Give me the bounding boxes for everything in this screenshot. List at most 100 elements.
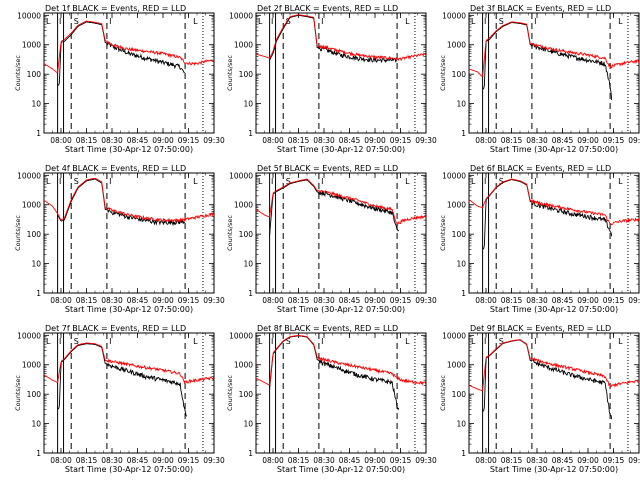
panel-2f: Det 2f BLACK = Events, RED = LLD 1 10 100 10… [226, 4, 437, 154]
band-letter: L [471, 337, 476, 346]
band-letter: L [405, 17, 410, 26]
band-letter: L [193, 17, 198, 26]
events-series-line [269, 335, 400, 411]
panel-5f: Det 5f BLACK = Events, RED = LLD 1 10 100 10… [226, 164, 437, 314]
y-tick-label: 10000 [229, 331, 253, 340]
x-tick-label: 08:15 [501, 136, 523, 145]
plot-frame [255, 172, 427, 294]
panel-title: Det 8f BLACK = Events, RED = LLD [257, 324, 398, 333]
x-tick-label: 09:30 [628, 456, 640, 465]
y-tick-label: 10000 [442, 331, 466, 340]
y-axis-label: Counts/sec [439, 215, 447, 251]
x-tick-label: 08:45 [339, 136, 361, 145]
plot-frame [43, 332, 215, 454]
x-axis-label: Start Time (30-Apr-12 07:50:00) [490, 145, 618, 154]
band-letter: S [74, 17, 79, 26]
x-tick-label: 08:00 [475, 136, 497, 145]
y-tick-label: 100 [27, 390, 42, 399]
y-axis-label: Counts/sec [14, 55, 22, 91]
y-axis-label: Counts/sec [226, 375, 234, 411]
band-letter: I [534, 337, 536, 346]
y-tick-label: 10 [31, 420, 41, 429]
y-tick-label: 10 [243, 100, 253, 109]
y-tick-label: 1000 [447, 361, 466, 370]
x-tick-label: 08:45 [339, 296, 361, 305]
band-letter: I [109, 17, 111, 26]
x-axis-label: Start Time (30-Apr-12 07:50:00) [277, 305, 405, 314]
events-series-line [482, 339, 613, 420]
y-tick-label: 10000 [229, 11, 253, 20]
x-tick-label: 08:45 [552, 296, 574, 305]
y-tick-label: 1 [36, 129, 41, 138]
lld-series-line [468, 178, 640, 226]
y-tick-label: 1 [36, 289, 41, 298]
panel-title: Det 7f BLACK = Events, RED = LLD [45, 324, 186, 333]
plot-frame [43, 12, 215, 134]
band-letter: L [618, 177, 623, 186]
x-tick-label: 09:00 [577, 136, 599, 145]
band-letter: L [46, 337, 51, 346]
x-tick-label: 09:30 [628, 136, 640, 145]
band-letter: I [534, 17, 536, 26]
x-tick-label: 09:00 [152, 456, 174, 465]
y-axis-label: Counts/sec [439, 375, 447, 411]
band-letter: I [59, 337, 61, 346]
x-tick-label: 09:30 [415, 456, 437, 465]
panel-title: Det 5f BLACK = Events, RED = LLD [257, 164, 398, 173]
y-tick-label: 1000 [447, 41, 466, 50]
y-tick-label: 10000 [442, 171, 466, 180]
x-tick-label: 08:00 [262, 296, 284, 305]
y-tick-label: 10 [31, 260, 41, 269]
x-axis-label: Start Time (30-Apr-12 07:50:00) [65, 305, 193, 314]
x-tick-label: 08:00 [475, 456, 497, 465]
plot-frame [468, 172, 640, 294]
band-letter: L [471, 17, 476, 26]
y-tick-label: 1 [36, 449, 41, 458]
band-letter: L [618, 17, 623, 26]
x-tick-label: 09:00 [364, 296, 386, 305]
panel-6f: Det 6f BLACK = Events, RED = LLD 1 10 100 10… [439, 164, 640, 314]
band-letter: I [271, 337, 273, 346]
panel-title: Det 3f BLACK = Events, RED = LLD [470, 4, 611, 13]
x-tick-label: 08:30 [313, 136, 335, 145]
x-tick-label: 08:15 [288, 136, 310, 145]
panel-1f: Det 1f BLACK = Events, RED = LLD 1 10 100 10… [14, 4, 225, 154]
x-tick-label: 09:15 [603, 296, 625, 305]
band-letter: I [59, 177, 61, 186]
x-axis-label: Start Time (30-Apr-12 07:50:00) [490, 305, 618, 314]
x-tick-label: 08:00 [50, 456, 72, 465]
band-letter: L [258, 337, 263, 346]
x-tick-label: 08:15 [76, 136, 98, 145]
band-letter: I [484, 17, 486, 26]
x-tick-label: 08:30 [526, 456, 548, 465]
panel-title: Det 1f BLACK = Events, RED = LLD [45, 4, 186, 13]
plot-frame [468, 12, 640, 134]
band-letter: L [405, 177, 410, 186]
y-tick-label: 1 [461, 129, 466, 138]
y-tick-label: 100 [27, 230, 42, 239]
y-axis-label: Counts/sec [439, 55, 447, 91]
panel-title: Det 4f BLACK = Events, RED = LLD [45, 164, 186, 173]
y-tick-label: 10000 [17, 331, 41, 340]
events-series-line [57, 21, 186, 87]
x-tick-label: 09:15 [178, 136, 200, 145]
x-tick-label: 08:15 [76, 456, 98, 465]
band-letter: I [271, 177, 273, 186]
y-tick-label: 10 [456, 260, 466, 269]
lld-series-line [255, 14, 426, 62]
band-letter: I [109, 177, 111, 186]
band-letter: I [271, 17, 273, 26]
band-letter: L [193, 177, 198, 186]
y-tick-label: 1000 [447, 201, 466, 210]
lld-series-line [43, 342, 215, 384]
x-tick-label: 08:15 [288, 296, 310, 305]
x-tick-label: 09:15 [390, 456, 412, 465]
panel-8f: Det 8f BLACK = Events, RED = LLD 1 10 100 10… [226, 324, 437, 474]
x-tick-label: 08:00 [262, 456, 284, 465]
panel-7f: Det 7f BLACK = Events, RED = LLD 1 10 100 10… [14, 324, 225, 474]
panel-title: Det 2f BLACK = Events, RED = LLD [257, 4, 398, 13]
x-tick-label: 08:15 [501, 296, 523, 305]
x-tick-label: 09:00 [577, 456, 599, 465]
x-tick-label: 08:15 [288, 456, 310, 465]
